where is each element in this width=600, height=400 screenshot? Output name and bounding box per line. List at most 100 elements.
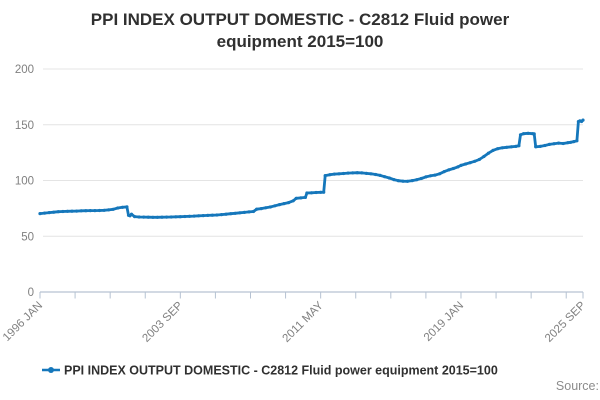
- series-point-marker: [133, 215, 137, 219]
- x-axis-tick-labels: 1996 JAN 2003 SEP 2011 MAY 2019 JAN 2025 SEP: [1, 299, 588, 344]
- gridlines: [43, 68, 583, 237]
- series-point-marker: [238, 211, 242, 215]
- series-point-marker: [355, 171, 359, 175]
- series-point-marker: [233, 211, 237, 215]
- series-point-marker: [52, 210, 56, 214]
- series-point-marker: [374, 172, 378, 177]
- series-point-marker: [496, 147, 500, 151]
- series-point-marker: [332, 172, 336, 176]
- series-point-marker: [552, 142, 556, 146]
- series-point-marker: [532, 132, 536, 136]
- series-point-marker: [538, 144, 542, 148]
- y-tick-label-200: 200: [15, 64, 34, 76]
- line-marker-icon: [42, 367, 60, 373]
- series-point-marker: [277, 203, 282, 207]
- series-point-marker: [351, 171, 355, 175]
- series-point-marker: [569, 140, 573, 144]
- series-point-marker: [319, 190, 323, 194]
- series-point-marker: [264, 206, 268, 210]
- series-point-marker: [273, 204, 277, 208]
- series-point-marker: [406, 179, 410, 183]
- series-point-marker: [360, 171, 364, 175]
- series-point-marker: [517, 144, 521, 148]
- series-point-marker: [210, 213, 214, 217]
- series-point-marker: [38, 212, 42, 216]
- series-point-marker: [323, 174, 327, 178]
- series-point-marker: [396, 179, 400, 183]
- series-point-marker: [337, 172, 341, 176]
- series-point-marker: [111, 207, 115, 211]
- series-point-marker: [56, 210, 60, 214]
- series-point-marker: [387, 176, 391, 180]
- series-point-marker: [146, 215, 150, 219]
- series-point-marker: [229, 212, 233, 216]
- series-point-marker: [88, 209, 92, 213]
- series-point-marker: [456, 165, 460, 169]
- series-point-marker: [116, 206, 120, 210]
- series-point-marker: [581, 118, 585, 122]
- series-point-marker: [322, 190, 326, 194]
- series-point-marker: [183, 214, 187, 219]
- series-point-marker: [428, 174, 433, 178]
- series-point-marker: [482, 154, 486, 159]
- x-tick-label: 2025 SEP: [543, 299, 588, 344]
- series-point-marker: [451, 166, 455, 171]
- x-tick-label: 2019 JAN: [422, 300, 466, 344]
- series-point-marker: [543, 143, 547, 148]
- series-point-marker: [201, 214, 205, 218]
- series-point-marker: [509, 145, 513, 149]
- series-point-marker: [518, 133, 523, 137]
- series-point-marker: [165, 215, 169, 219]
- series-point-marker: [433, 173, 437, 177]
- series-point-marker: [500, 146, 504, 150]
- series-point-marker: [84, 209, 88, 213]
- series-point-marker: [561, 141, 565, 146]
- series-point-marker: [282, 202, 286, 206]
- series-point-marker: [268, 205, 272, 209]
- series-point-marker: [468, 161, 472, 165]
- series-point-marker: [566, 141, 570, 145]
- series-point-marker: [242, 210, 246, 214]
- data-series-line: [38, 118, 585, 219]
- chart-title-line2: equipment 2015=100: [217, 32, 384, 51]
- series-point-marker: [224, 212, 228, 216]
- series-point-marker: [505, 145, 509, 149]
- series-point-marker: [178, 215, 182, 219]
- x-tick-label: 2003 SEP: [140, 299, 185, 344]
- series-point-marker: [61, 209, 65, 214]
- series-point-marker: [129, 212, 134, 216]
- series-point-marker: [174, 215, 178, 219]
- chart-title-line1: PPI INDEX OUTPUT DOMESTIC - C2812 Fluid …: [91, 10, 510, 29]
- series-point-marker: [251, 209, 256, 214]
- series-point-marker: [364, 171, 368, 175]
- x-tick-label: 1996 JAN: [1, 300, 45, 344]
- series-point-marker: [575, 139, 579, 143]
- series-point-marker: [369, 172, 373, 176]
- series-point-marker: [305, 191, 309, 195]
- series-point-marker: [299, 196, 303, 200]
- series-point-marker: [521, 132, 526, 136]
- series-point-marker: [160, 215, 164, 219]
- series-point-marker: [206, 213, 210, 217]
- series-point-marker: [93, 209, 97, 213]
- series-point-marker: [70, 209, 74, 213]
- x-axis: [39, 291, 584, 299]
- series-point-marker: [47, 211, 51, 215]
- series-point-marker: [442, 170, 446, 174]
- series-point-marker: [557, 141, 561, 145]
- series-point-marker: [424, 175, 428, 179]
- series-point-marker: [97, 208, 102, 213]
- series-point-marker: [572, 140, 576, 144]
- x-tick-label: 2011 MAY: [281, 299, 326, 344]
- series-point-marker: [197, 214, 201, 218]
- series-point-marker: [255, 207, 259, 211]
- series-point-marker: [142, 215, 146, 219]
- series-point-marker: [107, 208, 111, 212]
- series-point-marker: [215, 213, 219, 217]
- y-tick-label-0: 0: [28, 287, 34, 299]
- legend-label: PPI INDEX OUTPUT DOMESTIC - C2812 Fluid …: [64, 364, 498, 378]
- legend-item[interactable]: PPI INDEX OUTPUT DOMESTIC - C2812 Fluid …: [42, 364, 498, 378]
- series-point-marker: [514, 144, 518, 148]
- y-tick-label-50: 50: [21, 231, 34, 243]
- series-point-marker: [79, 209, 83, 213]
